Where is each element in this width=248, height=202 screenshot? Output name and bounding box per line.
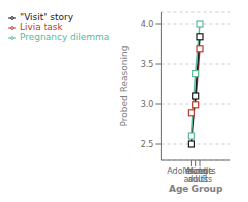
svg-text:Age Group: Age Group	[169, 184, 223, 194]
svg-text:4.0: 4.0	[141, 20, 154, 29]
svg-text:Middleadults: Middleadults	[187, 167, 214, 184]
svg-text:Probed Reasoning: Probed Reasoning	[119, 46, 129, 127]
svg-text:2.5: 2.5	[141, 140, 154, 149]
svg-text:3.5: 3.5	[141, 60, 154, 69]
svg-text:3.0: 3.0	[141, 100, 154, 109]
